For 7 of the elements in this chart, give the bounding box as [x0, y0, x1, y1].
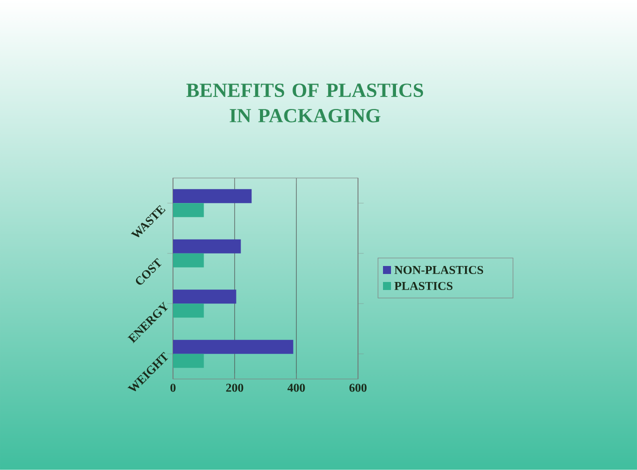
- x-tick-label: 200: [226, 384, 244, 392]
- chart-title: BENEFITS OF PLASTICS IN PACKAGING: [186, 84, 424, 122]
- legend-label: NON-PLASTICS: [394, 266, 484, 274]
- x-tick-label: 400: [288, 384, 305, 392]
- legend-label: PLASTICS: [394, 282, 452, 290]
- x-tick-label: 600: [349, 384, 367, 392]
- x-tick-label: 0: [170, 384, 176, 392]
